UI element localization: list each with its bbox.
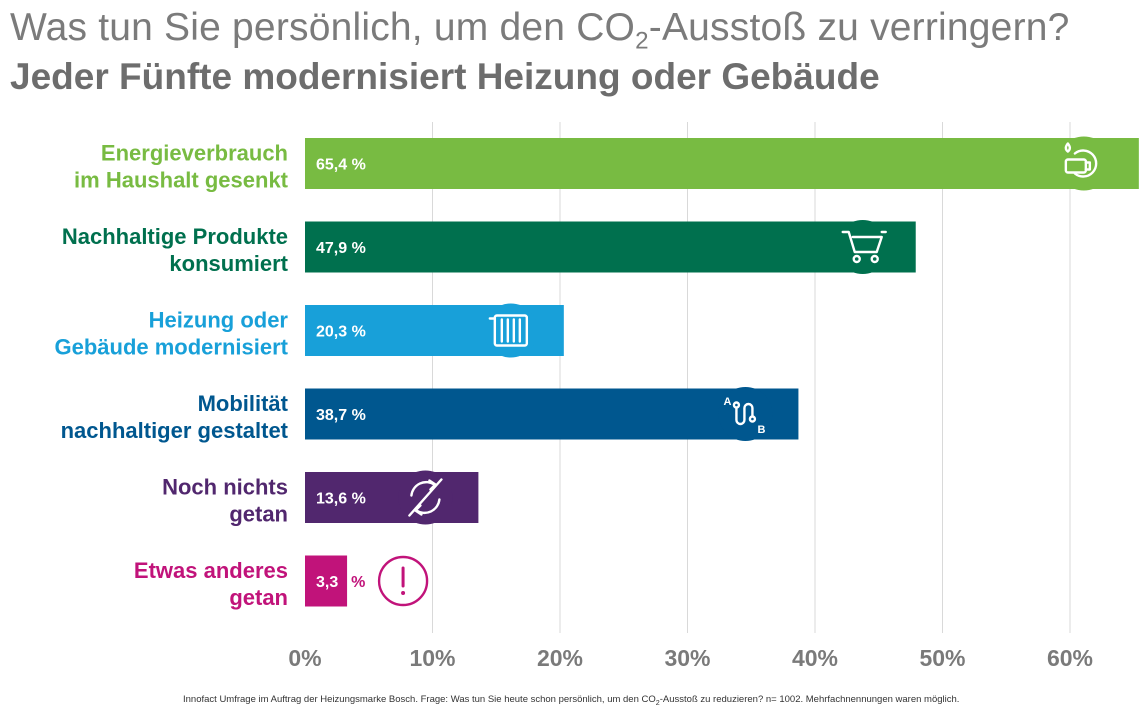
category-label-line: getan bbox=[229, 502, 288, 527]
dishwasher-icon bbox=[1056, 136, 1111, 191]
category-label: Heizung oder Gebäude modernisiert bbox=[54, 308, 288, 360]
category-label-line: Noch nichts bbox=[162, 475, 288, 500]
value-label-suffix: % bbox=[351, 574, 365, 591]
shopping-cart-icon bbox=[835, 220, 890, 274]
exclamation-icon bbox=[377, 555, 429, 607]
x-tick-label: 30% bbox=[664, 645, 710, 671]
route-label-b: B bbox=[757, 424, 765, 436]
value-label: 20,3 % bbox=[316, 324, 366, 341]
category-label: Nachhaltige Produkte konsumiert bbox=[62, 224, 289, 276]
value-label: 65,4 % bbox=[316, 157, 366, 174]
x-tick-label: 0% bbox=[288, 645, 321, 671]
bar bbox=[305, 555, 348, 607]
x-tick-label: 40% bbox=[792, 645, 838, 671]
category-label-line: Heizung oder bbox=[149, 308, 289, 333]
category-label-line: im Haushalt gesenkt bbox=[74, 168, 289, 193]
value-label: 13,6 % bbox=[316, 491, 366, 508]
page-subtitle: Jeder Fünfte modernisiert Heizung oder G… bbox=[10, 56, 880, 97]
category-label-line: Gebäude modernisiert bbox=[54, 335, 288, 360]
category-label-line: nachhaltiger gestaltet bbox=[61, 418, 289, 443]
x-tick-label: 60% bbox=[1047, 645, 1093, 671]
bar bbox=[305, 221, 916, 273]
radiator-icon bbox=[483, 303, 538, 358]
x-tick-label: 50% bbox=[919, 645, 965, 671]
value-label: 3,3 bbox=[316, 574, 338, 591]
page-title: Was tun Sie persönlich, um den CO2-Ausst… bbox=[10, 6, 1070, 55]
gridlines bbox=[432, 122, 1071, 633]
category-label-line: konsumiert bbox=[169, 251, 288, 276]
category-label: Mobilität nachhaltiger gestaltet bbox=[61, 391, 289, 443]
bar bbox=[305, 388, 799, 440]
category-label-line: Energieverbrauch bbox=[101, 141, 288, 166]
x-axis: 0% 10% 20% 30% 40% 50% 60% bbox=[288, 645, 1093, 671]
category-label-line: Mobilität bbox=[198, 391, 289, 416]
category-label: Etwas anderes getan bbox=[134, 558, 288, 610]
x-tick-label: 10% bbox=[409, 645, 455, 671]
route-a-to-b-icon: AB bbox=[718, 387, 773, 441]
category-label: Energieverbrauch im Haushalt gesenkt bbox=[74, 141, 289, 193]
value-label: 38,7 % bbox=[316, 407, 366, 424]
route-label-a: A bbox=[723, 396, 731, 408]
category-label: Noch nichts getan bbox=[162, 475, 288, 527]
category-label-line: Nachhaltige Produkte bbox=[62, 224, 288, 249]
no-change-icon bbox=[398, 470, 453, 525]
source-footnote: Innofact Umfrage im Auftrag der Heizungs… bbox=[183, 694, 960, 707]
value-label: 47,9 % bbox=[316, 240, 366, 257]
category-label-line: getan bbox=[229, 585, 288, 610]
category-label-line: Etwas anderes bbox=[134, 558, 288, 583]
bar-chart: 0% 10% 20% 30% 40% 50% 60% Energieverbrauch im H… bbox=[54, 122, 1139, 671]
x-tick-label: 20% bbox=[537, 645, 583, 671]
bar bbox=[305, 138, 1139, 189]
